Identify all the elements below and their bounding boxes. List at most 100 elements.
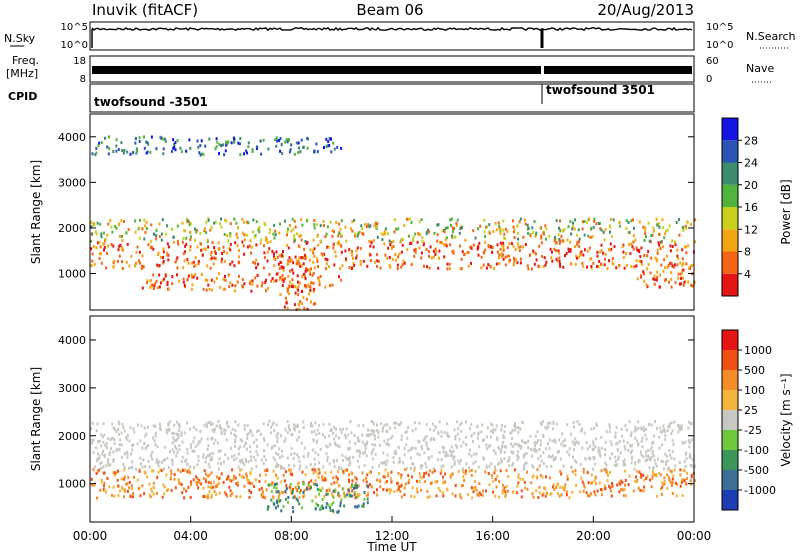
power-cell (106, 251, 108, 255)
velocity-cell (113, 427, 116, 431)
power-cell (271, 250, 274, 253)
velocity-cell (648, 466, 651, 470)
velocity-cell (559, 486, 562, 489)
power-cell (583, 248, 586, 252)
velocity-cell (113, 471, 116, 475)
power-cell (527, 226, 530, 230)
velocity-cell (348, 480, 351, 484)
velocity-cell (272, 421, 275, 425)
velocity-cell (472, 490, 475, 494)
colorbar-tick-label: 28 (744, 134, 758, 147)
velocity-cell (159, 427, 162, 431)
velocity-cell (291, 472, 294, 476)
velocity-cell (657, 457, 659, 461)
velocity-cell (661, 481, 664, 485)
power-cell (379, 266, 382, 270)
velocity-cell (494, 467, 497, 471)
power-cell (653, 278, 656, 281)
power-cell (474, 236, 477, 240)
power-cell (486, 225, 489, 229)
velocity-cell (146, 475, 149, 479)
power-cell (420, 251, 423, 255)
velocity-cell (477, 432, 480, 436)
power-cell (348, 266, 351, 269)
velocity-cell (151, 469, 154, 473)
power-cell (235, 232, 238, 236)
velocity-cell (366, 493, 369, 497)
velocity-cell (284, 479, 286, 483)
velocity-cell (420, 466, 423, 470)
power-cell (502, 241, 505, 245)
velocity-cell (341, 487, 344, 491)
power-cell (270, 279, 273, 283)
velocity-cell (123, 468, 126, 472)
velocity-cell (418, 453, 421, 457)
velocity-cell (136, 478, 139, 482)
power-cell (259, 241, 262, 245)
velocity-cell (421, 447, 423, 451)
velocity-cell (619, 480, 621, 484)
power-cell (578, 237, 581, 241)
velocity-cell (689, 463, 692, 467)
x-tick-label: 04:00 (173, 529, 208, 543)
velocity-cell (414, 446, 417, 450)
velocity-cell (270, 425, 273, 429)
velocity-cell (677, 424, 680, 427)
velocity-cell (647, 454, 650, 458)
power-cell (246, 151, 248, 155)
velocity-cell (452, 450, 455, 454)
velocity-cell (464, 435, 467, 439)
power-cell (340, 219, 343, 223)
power-cell (282, 279, 285, 283)
velocity-cell (381, 429, 384, 433)
power-cell (90, 264, 93, 268)
velocity-cell (620, 479, 623, 483)
velocity-cell (203, 424, 206, 428)
velocity-cell (504, 425, 507, 428)
velocity-cell (371, 457, 374, 461)
colorbar-tick-label: 8 (744, 246, 751, 259)
velocity-cell (123, 452, 126, 456)
power-cell (273, 279, 276, 283)
velocity-cell (111, 422, 114, 426)
velocity-cell (431, 422, 434, 426)
power-cell (247, 221, 250, 225)
power-cell (339, 227, 342, 231)
power-cell (575, 233, 578, 237)
colorbar-tick-label: -25 (744, 424, 762, 437)
velocity-cell (196, 480, 199, 484)
velocity-cell (276, 476, 279, 480)
velocity-cell (513, 442, 516, 446)
velocity-cell (640, 450, 642, 454)
velocity-cell (213, 430, 216, 434)
velocity-cell (233, 433, 236, 437)
velocity-cell (260, 486, 263, 490)
power-cell (383, 242, 386, 246)
power-cell (242, 285, 244, 289)
velocity-cell (645, 476, 648, 480)
velocity-cell (370, 485, 373, 489)
velocity-cell (418, 480, 421, 484)
velocity-cell (168, 420, 171, 424)
velocity-cell (370, 420, 373, 423)
power-cell (315, 142, 318, 146)
power-cell (498, 262, 501, 265)
power-cell (450, 223, 452, 227)
velocity-cell (486, 426, 489, 430)
power-cell (656, 251, 659, 255)
velocity-cell (616, 463, 618, 467)
power-cell (319, 275, 322, 278)
velocity-cell (246, 477, 249, 481)
velocity-cell (400, 434, 403, 438)
power-cell (95, 151, 98, 155)
power-cell (239, 153, 242, 157)
velocity-cell (411, 446, 414, 450)
colorbar-swatch (722, 470, 738, 490)
power-cell (393, 230, 396, 234)
velocity-cell (352, 486, 355, 490)
power-cell (582, 253, 585, 257)
power-cell (262, 266, 265, 270)
velocity-cell (273, 444, 276, 448)
velocity-cell (399, 460, 402, 464)
